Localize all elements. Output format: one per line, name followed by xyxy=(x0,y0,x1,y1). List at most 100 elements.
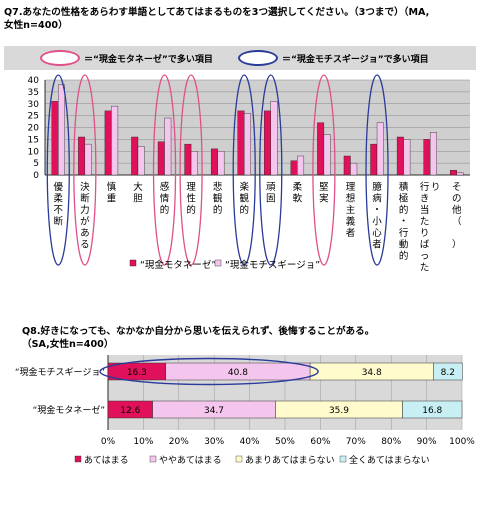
segment-3 xyxy=(433,362,463,381)
legend-swatch xyxy=(74,455,82,463)
category-label-char: 頑 xyxy=(266,182,276,193)
segment-3 xyxy=(402,400,463,419)
bar-mochisugiijo xyxy=(456,172,464,176)
x-tick-label: 0% xyxy=(101,437,116,447)
y-tick-label: 0 xyxy=(33,171,39,181)
highlight-ellipse xyxy=(179,74,203,266)
legend-blue-label: ＝“現金モチスギージョ”で多い項目 xyxy=(282,55,429,65)
bar-mochisugiijo xyxy=(429,132,437,176)
category-label-char: 堅 xyxy=(319,182,329,193)
bar-mochisugiijo xyxy=(270,101,278,176)
legend-label: 全くあてはまらない xyxy=(349,454,430,466)
data-label: 12.6 xyxy=(120,406,140,416)
legend-pink-label: ＝“現金モタネーゼ”で多い項目 xyxy=(84,55,213,65)
category-label-char: 的 xyxy=(160,204,170,216)
category-label-char: た xyxy=(420,263,430,274)
blue-ellipse-icon xyxy=(238,50,278,66)
x-tick-label: 30% xyxy=(204,437,224,447)
x-tick-label: 100% xyxy=(449,437,475,447)
y-tick-label: 5 xyxy=(33,159,39,169)
category-label-char: 極 xyxy=(399,193,409,205)
row-label: “現金モタネーゼ” xyxy=(33,404,105,416)
data-label: 8.2 xyxy=(441,368,455,378)
x-tick-label: 10% xyxy=(133,437,153,447)
category-label-char: 悲 xyxy=(213,181,223,193)
category-label-char: が xyxy=(80,216,90,228)
category-label-char: 胆 xyxy=(133,194,143,205)
q8-title-text: Q8.好きになっても、なかなか自分から思いを伝えられず、後悔することがある。 xyxy=(22,326,375,337)
category-label-char: 心 xyxy=(372,228,382,239)
category-label-char: 積 xyxy=(399,181,409,193)
q8-title: Q8.好きになっても、なかなか自分から思いを伝えられず、後悔することがある。 （… xyxy=(22,325,462,351)
highlight-ellipse xyxy=(312,74,336,266)
category-label-char: 主 xyxy=(346,204,356,216)
highlight-ellipse xyxy=(152,74,177,266)
y-tick-label: 10 xyxy=(28,147,40,157)
legend-swatch xyxy=(214,259,222,267)
x-tick-label: 80% xyxy=(381,437,401,447)
category-label-char: 力 xyxy=(80,204,90,216)
highlight-ellipse xyxy=(99,357,319,386)
category-label-char: 慎 xyxy=(107,181,117,193)
category-label-char: 観 xyxy=(213,193,223,205)
data-label: 34.8 xyxy=(362,368,382,378)
bar-mochisugiijo xyxy=(217,151,225,176)
bar-mochisugiijo xyxy=(244,113,251,176)
category-label-char: 当 xyxy=(420,204,430,216)
data-label: 35.9 xyxy=(329,406,349,416)
category-label-char: ） xyxy=(452,239,462,251)
category-label-char: 他 xyxy=(452,204,462,216)
category-label-char: （ xyxy=(452,216,462,228)
y-tick-label: 35 xyxy=(28,88,39,98)
bar-mochisugiijo xyxy=(111,105,119,176)
category-label-char: 固 xyxy=(266,194,276,205)
bar-mochisugiijo xyxy=(376,122,384,176)
category-label-char: 優 xyxy=(54,181,64,193)
category-label-char: り xyxy=(431,182,441,193)
category-label-char: 不 xyxy=(54,205,64,216)
data-label: 40.8 xyxy=(228,368,248,378)
category-label-char: 的 xyxy=(186,204,196,216)
category-label-char: 病 xyxy=(372,193,382,205)
q7-title: Q7.あなたの性格をあらわす単語としてあてはまるものを3つ選択してください。（3… xyxy=(4,6,474,32)
category-label-char: 断 xyxy=(80,193,90,205)
y-tick-label: 40 xyxy=(28,76,40,86)
category-label-char: そ xyxy=(452,182,462,193)
category-label-char: 情 xyxy=(160,193,170,205)
y-tick-label: 15 xyxy=(28,135,39,145)
category-label-char: 行 xyxy=(420,181,430,193)
y-tick-label: 30 xyxy=(28,100,40,110)
highlight-ellipse xyxy=(46,74,70,266)
category-label-char: 感 xyxy=(160,181,170,193)
legend-label: あまりあてはまらない xyxy=(245,455,335,466)
category-label-char: 想 xyxy=(346,193,356,205)
bar-mochisugiijo xyxy=(323,134,331,176)
x-tick-label: 50% xyxy=(275,437,295,447)
bar-mochisugiijo xyxy=(297,155,305,176)
category-label-char: 動 xyxy=(399,240,409,251)
category-label-char: 重 xyxy=(107,193,117,205)
category-label-char: 実 xyxy=(319,193,329,205)
category-label-char: き xyxy=(420,194,430,205)
category-label-char: る xyxy=(80,240,90,251)
category-label-char: り xyxy=(420,228,430,239)
category-label-char: 義 xyxy=(346,216,356,228)
category-label-char: っ xyxy=(420,251,430,262)
x-tick-label: 40% xyxy=(240,437,260,447)
legend-swatch xyxy=(235,455,243,463)
category-label-char: 的 xyxy=(213,204,223,216)
y-tick-label: 20 xyxy=(28,124,40,134)
legend-label: あてはまる xyxy=(84,455,129,466)
category-label-char: 決 xyxy=(80,181,90,193)
category-label-char: 断 xyxy=(54,216,64,228)
category-label-char: 大 xyxy=(133,181,143,193)
q7-title-line2: 女性n=400） xyxy=(4,20,68,31)
category-label-char: た xyxy=(420,217,430,228)
x-tick-label: 90% xyxy=(417,437,437,447)
legend-swatch xyxy=(339,455,347,463)
bar-mochisugiijo xyxy=(137,146,145,176)
legend-label: “現金モチスギージョ” xyxy=(225,259,320,271)
q7-title-line1: Q7.あなたの性格をあらわす単語としてあてはまるものを3つ選択してください。（3… xyxy=(4,7,430,18)
category-label-char: 柔 xyxy=(54,194,64,205)
